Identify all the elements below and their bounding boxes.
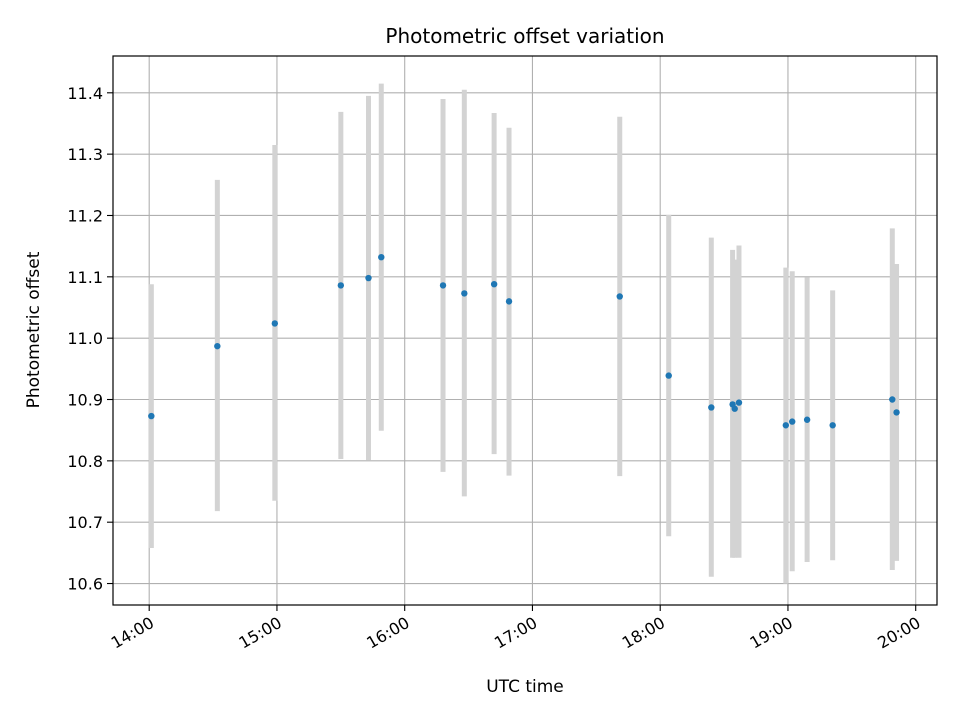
data-point <box>490 280 498 288</box>
data-point <box>461 290 468 297</box>
data-point <box>803 416 811 423</box>
y-tick-label: 11.1 <box>67 268 103 287</box>
y-tick-label: 11.3 <box>67 145 103 164</box>
y-tick-label: 10.8 <box>67 452 103 471</box>
data-point <box>271 320 279 327</box>
data-point <box>505 298 513 305</box>
y-tick-label: 11.0 <box>67 329 103 348</box>
data-point <box>616 293 623 300</box>
x-axis-label: UTC time <box>486 677 564 697</box>
data-point <box>665 372 672 379</box>
y-axis-label: Photometric offset <box>24 251 44 408</box>
data-point <box>365 274 372 282</box>
plot-area-frame <box>112 55 938 606</box>
data-point <box>735 399 743 406</box>
data-point <box>731 405 738 412</box>
y-tick-label: 10.7 <box>67 513 103 532</box>
data-point <box>439 282 447 289</box>
y-axis: 10.6 10.7 10.8 10.9 11.0 11.1 11.2 11.3 11.4 <box>67 84 113 594</box>
data-point <box>148 412 155 420</box>
data-point <box>789 418 796 425</box>
y-tick-label: 10.9 <box>67 391 103 410</box>
data-point <box>708 404 715 411</box>
data-point <box>893 409 900 416</box>
data-point <box>378 253 385 261</box>
data-point <box>337 282 345 289</box>
y-tick-label: 11.2 <box>67 206 103 225</box>
chart-title: Photometric offset variation <box>385 24 664 48</box>
data-point <box>829 422 836 429</box>
y-tick-label: 10.6 <box>67 575 103 594</box>
y-tick-label: 11.4 <box>67 84 103 103</box>
data-point <box>782 422 790 429</box>
data-points <box>148 253 900 429</box>
data-point <box>889 396 896 403</box>
data-point <box>214 342 221 350</box>
